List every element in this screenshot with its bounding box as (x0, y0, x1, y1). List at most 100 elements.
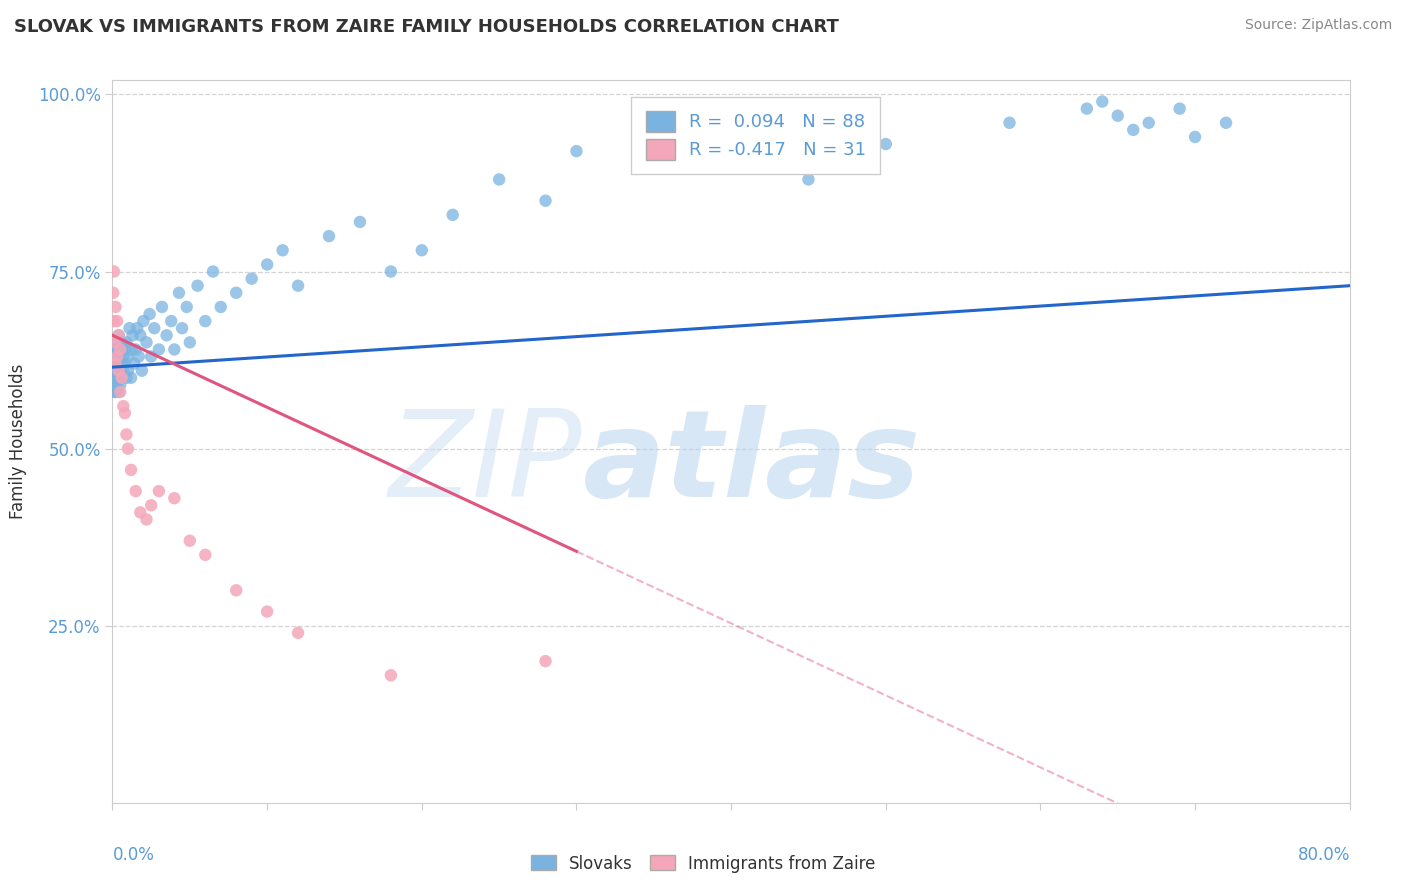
Point (1076, 102, 1098, 116)
Point (115, 335, 138, 350)
Point (105, 343, 128, 357)
Point (643, 123, 665, 137)
Point (104, 300, 127, 314)
Point (256, 257, 278, 271)
Point (194, 314, 217, 328)
Point (138, 307, 160, 321)
Point (122, 357, 145, 371)
Point (271, 244, 294, 258)
Point (110, 384, 132, 399)
Point (1184, 130, 1206, 145)
Point (256, 605, 278, 619)
Text: ZIP: ZIP (389, 405, 582, 522)
Point (998, 116, 1021, 130)
Point (720, 158, 742, 172)
Point (118, 321, 141, 335)
Point (104, 371, 127, 385)
Point (105, 314, 128, 328)
Point (287, 278, 309, 293)
Point (103, 357, 125, 371)
Point (103, 285, 125, 300)
Point (1091, 95, 1114, 109)
Point (287, 625, 309, 640)
Point (121, 328, 143, 343)
Text: Source: ZipAtlas.com: Source: ZipAtlas.com (1244, 18, 1392, 32)
Text: SLOVAK VS IMMIGRANTS FROM ZAIRE FAMILY HOUSEHOLDS CORRELATION CHART: SLOVAK VS IMMIGRANTS FROM ZAIRE FAMILY H… (14, 18, 839, 36)
Point (380, 668, 402, 682)
Point (1107, 109, 1129, 123)
Point (143, 321, 166, 335)
Point (318, 229, 340, 244)
Point (160, 314, 183, 328)
Point (107, 384, 129, 399)
Point (107, 328, 129, 343)
Point (111, 357, 134, 371)
Point (115, 427, 138, 442)
Point (105, 364, 128, 378)
Point (176, 300, 198, 314)
Text: atlas: atlas (582, 405, 921, 522)
Point (186, 278, 209, 293)
Point (797, 172, 820, 186)
Point (104, 384, 127, 399)
Point (103, 384, 125, 399)
Point (104, 377, 127, 392)
Point (107, 328, 129, 343)
Point (114, 406, 136, 420)
Point (107, 364, 129, 378)
Point (104, 343, 127, 357)
Point (107, 371, 129, 385)
Point (163, 343, 186, 357)
Point (129, 505, 152, 519)
Point (534, 654, 557, 668)
Point (172, 321, 194, 335)
Point (167, 285, 190, 300)
Point (380, 264, 402, 278)
Point (148, 484, 170, 499)
Point (875, 136, 897, 151)
Point (194, 548, 217, 562)
Point (104, 357, 127, 371)
Point (103, 314, 125, 328)
Point (110, 364, 132, 378)
Point (127, 321, 149, 335)
Point (112, 364, 135, 378)
Point (225, 285, 247, 300)
Point (105, 335, 128, 350)
Point (114, 343, 136, 357)
Point (120, 343, 142, 357)
Point (132, 314, 155, 328)
Point (129, 328, 152, 343)
Point (104, 335, 127, 350)
Point (441, 208, 464, 222)
Point (150, 300, 173, 314)
Y-axis label: Family Households: Family Households (8, 364, 27, 519)
Legend: Slovaks, Immigrants from Zaire: Slovaks, Immigrants from Zaire (524, 848, 882, 880)
Point (112, 350, 135, 364)
Point (120, 463, 142, 477)
Point (179, 533, 201, 548)
Point (1122, 123, 1144, 137)
Point (111, 335, 134, 350)
Point (110, 343, 132, 357)
Point (104, 357, 127, 371)
Point (103, 364, 125, 378)
Point (115, 371, 138, 385)
Point (110, 377, 132, 392)
Point (103, 264, 125, 278)
Text: 0.0%: 0.0% (112, 847, 155, 864)
Point (117, 350, 139, 364)
Point (202, 264, 225, 278)
Point (1168, 102, 1191, 116)
Point (107, 350, 129, 364)
Point (488, 172, 510, 186)
Point (534, 194, 557, 208)
Text: 80.0%: 80.0% (1298, 847, 1350, 864)
Point (565, 144, 588, 158)
Point (131, 364, 153, 378)
Point (141, 498, 163, 512)
Legend: R =  0.094   N = 88, R = -0.417   N = 31: R = 0.094 N = 88, R = -0.417 N = 31 (631, 96, 880, 174)
Point (110, 343, 132, 357)
Point (411, 244, 433, 258)
Point (103, 371, 125, 385)
